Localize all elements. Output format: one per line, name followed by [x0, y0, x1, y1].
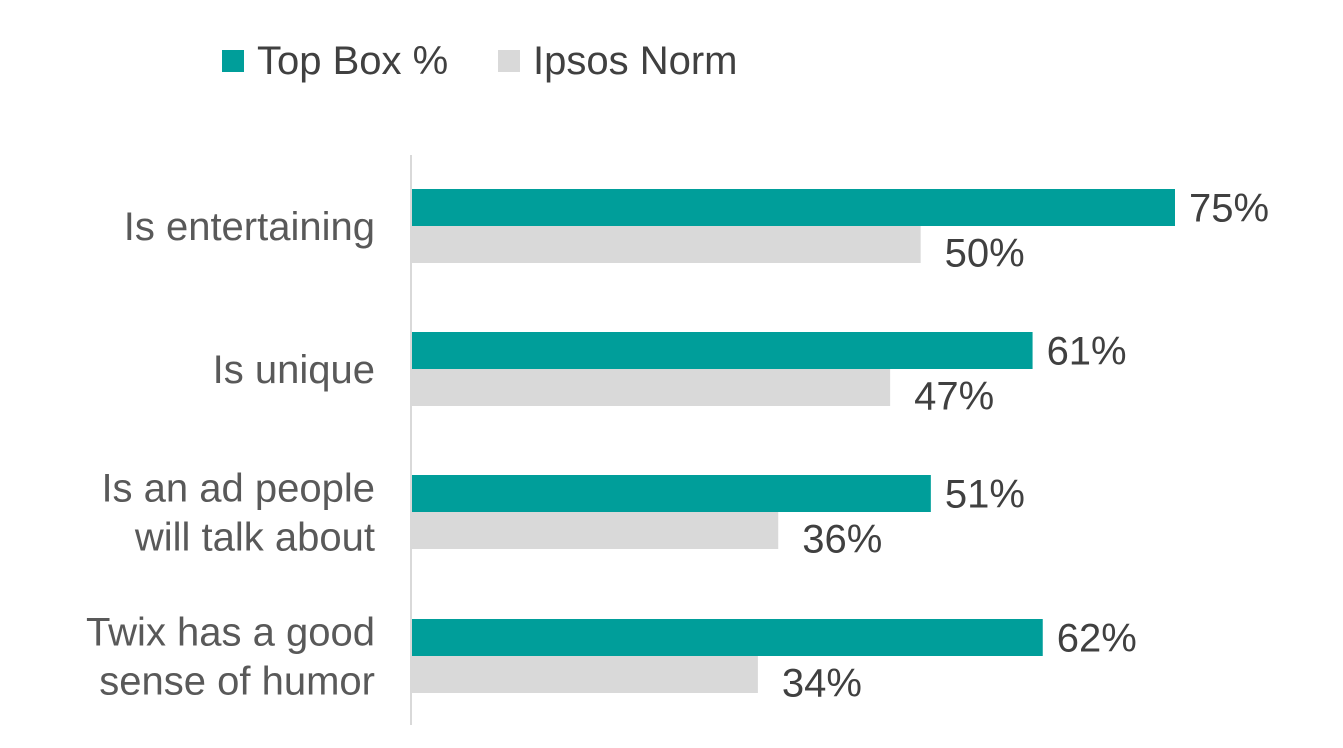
legend-label-ipsos-norm: Ipsos Norm	[533, 39, 738, 83]
legend-label-top-box: Top Box %	[257, 39, 448, 83]
category-label: will talk about	[134, 516, 375, 560]
plot-area: Is entertaining Is unique Is an ad people w…	[86, 187, 1269, 706]
data-label-ipsos-norm: 50%	[945, 232, 1025, 276]
legend-marker-ipsos-norm	[498, 50, 520, 72]
category-label: Is entertaining	[124, 205, 375, 249]
category-label: Is unique	[213, 348, 375, 392]
data-label-top-box: 61%	[1047, 330, 1127, 374]
data-label-top-box: 51%	[945, 473, 1025, 517]
category-label: sense of humor	[99, 660, 375, 704]
category-label: Is an ad people	[101, 467, 375, 511]
data-label-top-box: 62%	[1057, 617, 1137, 661]
bar-ipsos-norm	[412, 369, 891, 406]
data-label-top-box: 75%	[1189, 187, 1269, 231]
bar-top-box	[412, 475, 931, 512]
bar-top-box	[412, 189, 1175, 226]
bar-ipsos-norm	[412, 226, 921, 263]
bar-ipsos-norm	[412, 512, 779, 549]
bar-ipsos-norm	[412, 656, 758, 693]
data-label-ipsos-norm: 34%	[782, 662, 862, 706]
legend-marker-top-box	[222, 50, 244, 72]
category-label: Twix has a good	[86, 611, 375, 655]
data-label-ipsos-norm: 47%	[914, 375, 994, 419]
bar-top-box	[412, 332, 1033, 369]
legend: Top Box % Ipsos Norm	[222, 39, 738, 83]
data-label-ipsos-norm: 36%	[802, 518, 882, 562]
bar-top-box	[412, 619, 1043, 656]
